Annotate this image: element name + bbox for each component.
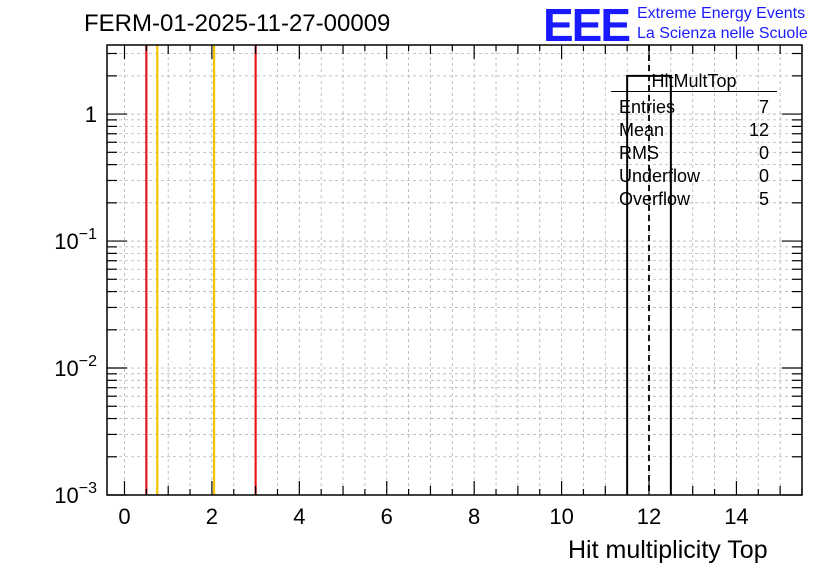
stats-row-entries: Entries 7 (611, 96, 777, 119)
threshold-lines (145, 45, 257, 495)
stats-label: RMS (619, 143, 659, 163)
x-tick-label: 8 (468, 504, 480, 529)
plot-border (106, 44, 803, 496)
histogram-bars (626, 45, 672, 495)
x-tick-label: 10 (549, 504, 573, 529)
stats-value: 5 (758, 189, 769, 209)
stats-row-mean: Mean 12 (611, 119, 777, 142)
x-tick-label: 2 (206, 504, 218, 529)
y-axis: 10−3 10−2 10−1 1 (54, 52, 802, 508)
stats-value: 0 (758, 143, 769, 163)
stats-label: Underflow (619, 166, 701, 186)
stats-value: 12 (748, 120, 769, 140)
x-tick-label: 4 (293, 504, 305, 529)
x-tick-label: 12 (637, 504, 661, 529)
plot-frame (106, 44, 803, 496)
stats-title: HitMultTop (611, 72, 777, 92)
x-tick-label: 14 (724, 504, 748, 529)
x-axis-label: Hit multiplicity Top (568, 536, 768, 564)
y-tick-label: 10−2 (54, 353, 97, 381)
y-tick-label: 10−3 (54, 480, 97, 508)
stats-row-rms: RMS 0 (611, 142, 777, 165)
stats-row-overflow: Overflow 5 (611, 188, 777, 211)
stats-value: 7 (758, 97, 769, 117)
stats-label: Mean (619, 120, 665, 140)
stats-label: Entries (619, 97, 676, 117)
stats-label: Overflow (619, 189, 691, 209)
logo-line-1: Extreme Energy Events (637, 5, 806, 22)
y-tick-label: 10−1 (54, 226, 97, 254)
chart-title: FERM-01-2025-11-27-00009 (84, 10, 391, 37)
y-tick-label: 1 (85, 102, 97, 127)
stats-value: 0 (758, 166, 769, 186)
x-axis: 0 2 4 6 8 10 12 14 (118, 45, 803, 529)
x-tick-label: 6 (381, 504, 393, 529)
stats-row-underflow: Underflow 0 (611, 165, 777, 188)
x-tick-label: 0 (118, 504, 130, 529)
eee-logo: EEE (543, 0, 631, 51)
logo-line-2: La Scienza nelle Scuole (637, 25, 808, 42)
stats-box: HitMultTop Entries 7 Mean 12 RMS 0 Under… (611, 72, 777, 211)
